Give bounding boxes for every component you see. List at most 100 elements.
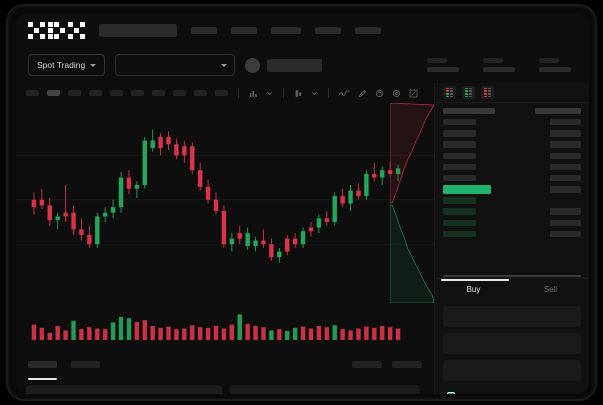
order-form-active-underline (441, 279, 509, 281)
orderbook-view-modes (435, 83, 589, 103)
okx-logo[interactable] (28, 21, 85, 39)
orders-action-2[interactable] (392, 361, 422, 368)
chart-toolbar (16, 83, 434, 103)
settings-gear-icon[interactable] (392, 89, 401, 98)
app-screen: Spot Trading (16, 13, 589, 394)
timeframe-button-8[interactable] (173, 90, 186, 96)
stat-label (427, 58, 447, 63)
orders-tabs (28, 361, 422, 368)
indicators-icon[interactable] (339, 89, 350, 98)
slider-handle[interactable] (447, 392, 455, 394)
toolbar-divider (328, 88, 329, 98)
slider-node-75[interactable] (543, 393, 548, 394)
pair-toolbar: Spot Trading (16, 47, 589, 83)
timeframe-button-5[interactable] (110, 90, 123, 96)
timeframe-button-1[interactable] (26, 90, 39, 96)
pair-ticker (245, 57, 323, 73)
orderbook-ask-row[interactable] (443, 118, 581, 126)
orderbook-header-row (443, 107, 581, 115)
nav-item-4[interactable] (315, 26, 341, 34)
orderbook-bid-row[interactable] (443, 208, 581, 216)
tab-sell[interactable]: Sell (543, 285, 558, 294)
nav-item-3[interactable] (271, 26, 301, 34)
candlestick-chart-svg (16, 129, 434, 340)
order-form-tabs: Buy Sell (435, 278, 589, 300)
depth-overlay-chart (390, 103, 434, 303)
fullscreen-icon[interactable] (409, 89, 418, 98)
orderbook-ask-row[interactable] (443, 163, 581, 171)
drawing-pencil-icon[interactable] (358, 89, 367, 98)
stat-value (539, 66, 571, 72)
orderbook-ask-row[interactable] (443, 129, 581, 137)
chart-type-chevron-down-icon[interactable] (311, 90, 318, 97)
orderbook-asks-icon[interactable] (481, 86, 494, 99)
toolbar-divider (283, 88, 284, 98)
search-input[interactable] (99, 23, 177, 37)
orderbook-scrollbar[interactable] (443, 275, 581, 277)
order-form-fields (435, 300, 589, 381)
timeframe-button-6[interactable] (131, 90, 144, 96)
trading-mode-label: Spot Trading (37, 60, 86, 70)
chart-type-candlestick-icon[interactable] (294, 89, 303, 98)
device-frame: Spot Trading (6, 4, 597, 401)
orders-content (26, 385, 420, 394)
stat-label (539, 58, 559, 63)
timeframe-button-4[interactable] (89, 90, 102, 96)
slider-node-50[interactable] (509, 393, 515, 394)
toolbar-divider (238, 88, 239, 98)
stat-block-3 (539, 58, 571, 72)
orders-actions (352, 361, 422, 368)
orderbook-bid-row[interactable] (443, 219, 581, 227)
chevron-down-icon (221, 63, 228, 67)
order-amount-slider[interactable] (445, 391, 580, 394)
orderbook-both-icon[interactable] (443, 86, 456, 99)
right-sidebar: Buy Sell (434, 83, 589, 394)
orders-tab-2[interactable] (71, 361, 100, 368)
magnet-icon[interactable] (375, 89, 384, 98)
orders-tab-active-underline (28, 378, 57, 380)
main-nav (191, 26, 381, 34)
orderbook-ask-row[interactable] (443, 152, 581, 160)
trading-mode-select[interactable]: Spot Trading (28, 54, 106, 76)
price-chart[interactable] (16, 103, 434, 353)
orderbook-bids-icon[interactable] (462, 86, 475, 99)
timeframe-button-3[interactable] (68, 90, 81, 96)
nav-item-5[interactable] (355, 26, 381, 34)
stat-block-1 (427, 58, 459, 72)
orderbook-ask-row[interactable] (443, 174, 581, 182)
last-price-value (267, 58, 323, 72)
order-amount-field[interactable] (443, 333, 581, 354)
timeframe-button-10[interactable] (215, 90, 228, 96)
tab-buy[interactable]: Buy (466, 285, 481, 294)
top-header (16, 13, 589, 47)
stat-value (427, 66, 459, 72)
nav-item-2[interactable] (231, 26, 257, 34)
stat-block-2 (483, 58, 515, 72)
timeframe-button-2[interactable] (47, 90, 60, 96)
market-stats (427, 58, 577, 72)
timeframe-button-9[interactable] (194, 90, 207, 96)
orders-placeholder-1 (26, 385, 222, 394)
order-total-field[interactable] (443, 360, 581, 381)
nav-item-1[interactable] (191, 26, 217, 34)
orders-tab-1[interactable] (28, 361, 57, 368)
slider-node-100[interactable] (574, 393, 580, 394)
interval-chevron-down-icon[interactable] (266, 90, 273, 97)
orderbook-last-price-row[interactable] (443, 184, 581, 194)
orders-panel (16, 353, 434, 394)
pair-avatar (245, 57, 261, 73)
slider-node-25[interactable] (476, 393, 481, 394)
stat-label (483, 58, 503, 63)
orderbook-bid-row[interactable] (443, 230, 581, 238)
interval-icon[interactable] (249, 89, 258, 98)
chevron-down-icon (90, 63, 97, 67)
orderbook-rows[interactable] (435, 103, 589, 278)
pair-select[interactable] (115, 54, 236, 76)
orders-action-1[interactable] (352, 361, 382, 368)
orderbook-bid-row[interactable] (443, 197, 581, 205)
orderbook-ask-row[interactable] (443, 141, 581, 149)
order-price-field[interactable] (443, 306, 581, 327)
orders-placeholder-2 (230, 385, 420, 394)
stat-value (483, 66, 515, 72)
timeframe-button-7[interactable] (152, 90, 165, 96)
